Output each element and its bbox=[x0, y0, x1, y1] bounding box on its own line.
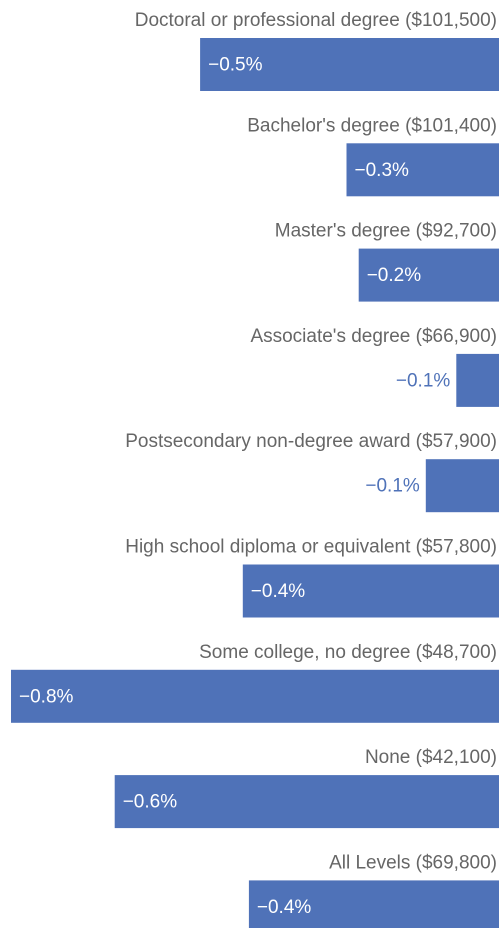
category-label: Associate's degree ($66,900) bbox=[250, 326, 497, 347]
value-label: −0.8% bbox=[19, 686, 74, 707]
value-label: −0.5% bbox=[208, 55, 263, 76]
category-label: Some college, no degree ($48,700) bbox=[199, 642, 497, 663]
bar bbox=[242, 564, 500, 618]
value-label: −0.4% bbox=[251, 581, 306, 602]
value-label: −0.1% bbox=[396, 370, 451, 391]
value-label: −0.2% bbox=[367, 265, 422, 286]
value-label: −0.1% bbox=[365, 476, 420, 497]
bar bbox=[11, 669, 499, 723]
bar bbox=[346, 143, 499, 197]
value-label: −0.3% bbox=[355, 160, 410, 181]
bar bbox=[248, 880, 499, 928]
bar bbox=[358, 248, 499, 302]
category-label: None ($42,100) bbox=[365, 747, 497, 768]
value-label: −0.6% bbox=[123, 792, 178, 813]
category-label: Doctoral or professional degree ($101,50… bbox=[135, 10, 497, 31]
bar bbox=[200, 38, 499, 91]
category-label: Bachelor's degree ($101,400) bbox=[247, 115, 497, 136]
category-label: Postsecondary non-degree award ($57,900) bbox=[125, 431, 497, 452]
value-label: −0.4% bbox=[257, 897, 312, 918]
bar bbox=[114, 775, 499, 829]
category-label: High school diploma or equivalent ($57,8… bbox=[125, 537, 497, 558]
bar bbox=[456, 353, 499, 407]
bar bbox=[425, 459, 499, 513]
category-label: Master's degree ($92,700) bbox=[275, 221, 497, 242]
category-label: All Levels ($69,800) bbox=[329, 852, 497, 873]
